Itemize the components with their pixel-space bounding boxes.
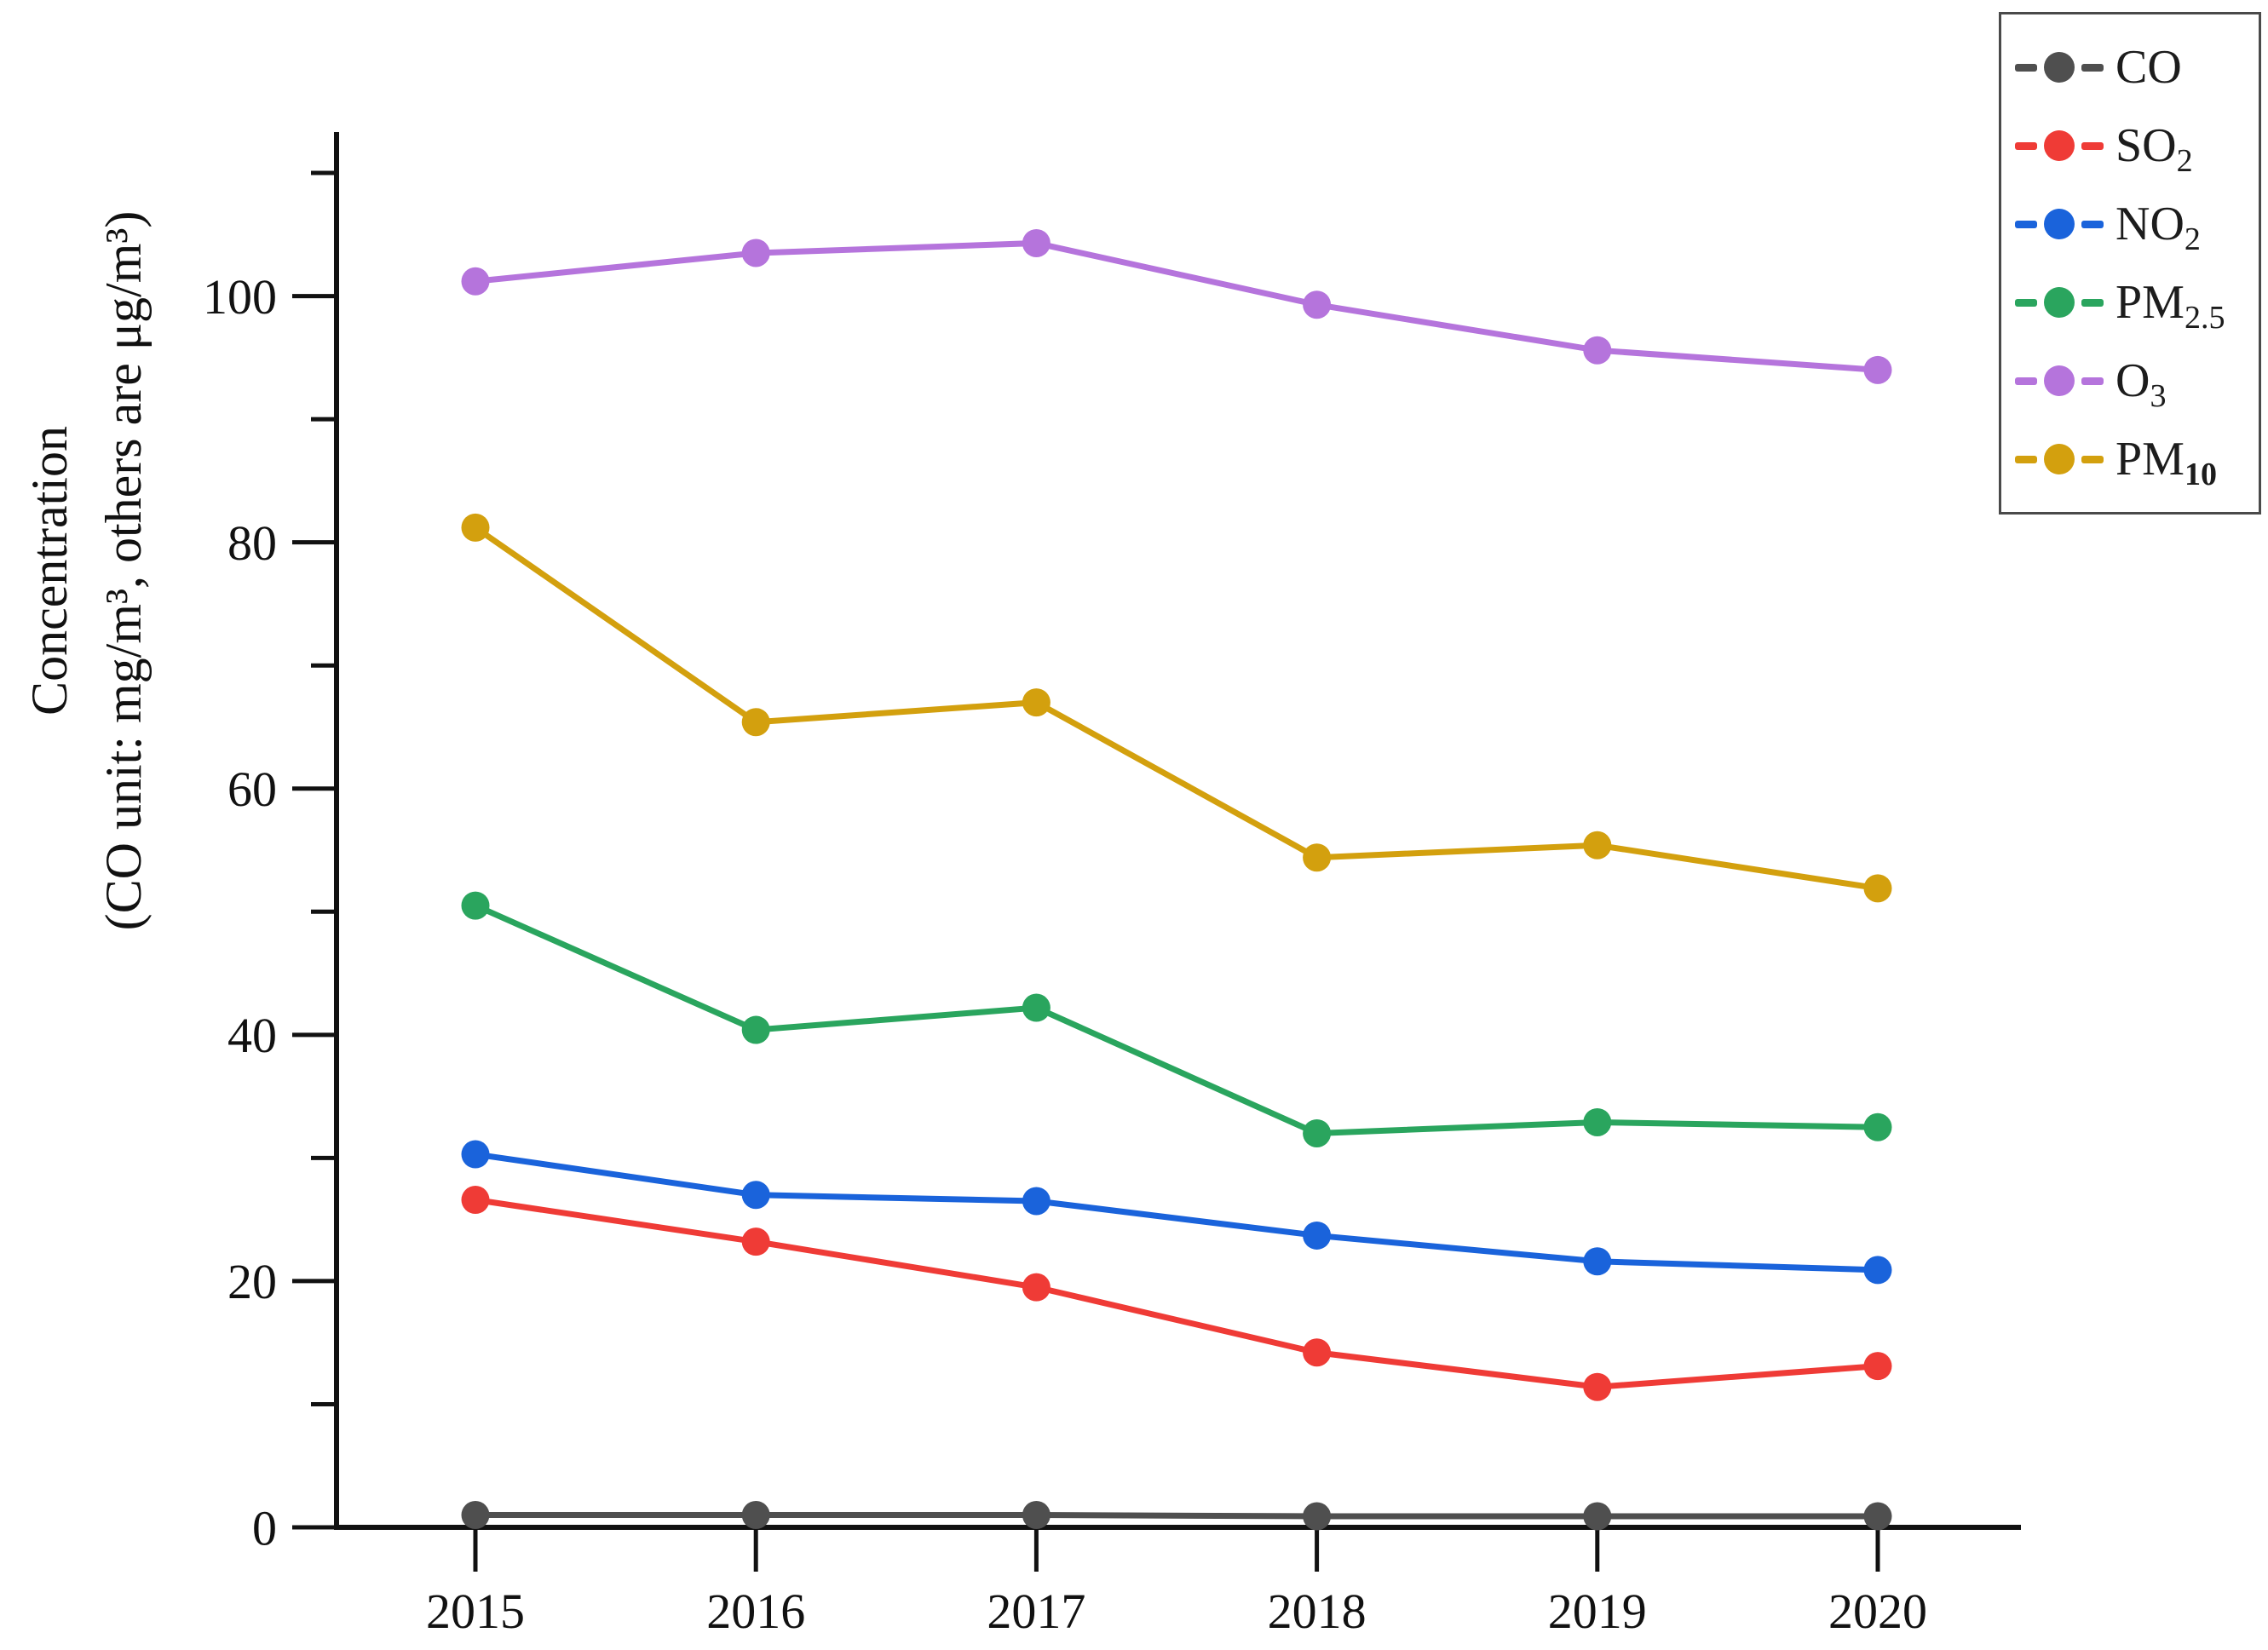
series-point-so2 bbox=[741, 1227, 770, 1256]
series-point-no2 bbox=[1022, 1187, 1051, 1216]
legend-item-so2: SO2 bbox=[2015, 106, 2254, 185]
legend-item-co: CO bbox=[2015, 28, 2254, 106]
y-tick-label: 0 bbox=[252, 1500, 277, 1555]
series-point-o3 bbox=[1583, 336, 1612, 365]
x-tick-label: 2019 bbox=[1548, 1584, 1647, 1639]
x-tick-label: 2015 bbox=[426, 1584, 525, 1639]
legend-label-no2: NO2 bbox=[2115, 198, 2201, 258]
series-point-o3 bbox=[741, 239, 770, 267]
legend-item-o3: O3 bbox=[2015, 342, 2254, 420]
series-line-o3 bbox=[472, 239, 1881, 373]
legend-label-pm2.5: PM2.5 bbox=[2115, 276, 2225, 336]
series-line-so2 bbox=[472, 1197, 1881, 1390]
series-line-no2 bbox=[472, 1151, 1881, 1273]
no2-legend-marker-icon bbox=[2015, 209, 2104, 239]
x-tick-label: 2017 bbox=[987, 1584, 1085, 1639]
y-axis-title-line1: Concentration bbox=[21, 426, 78, 716]
y-axis-title-line2: (CO unit: mg/m³, others are μg/m³) bbox=[95, 210, 152, 931]
series-point-so2 bbox=[1303, 1338, 1332, 1367]
series-point-o3 bbox=[461, 267, 490, 296]
x-tick-label: 2020 bbox=[1828, 1584, 1927, 1639]
series-point-o3 bbox=[1303, 290, 1332, 319]
co-legend-marker-icon bbox=[2015, 52, 2104, 83]
legend-label-so2: SO2 bbox=[2115, 119, 2193, 180]
legend-item-no2: NO2 bbox=[2015, 185, 2254, 263]
series-point-pm10 bbox=[1863, 874, 1892, 903]
series-point-co bbox=[741, 1501, 770, 1530]
legend: CO SO2 NO2 PM2.5 O3 PM10 bbox=[1999, 12, 2261, 515]
series-line-pm10 bbox=[472, 524, 1881, 892]
x-tick-label: 2016 bbox=[706, 1584, 805, 1639]
series-point-pm10 bbox=[1583, 831, 1612, 859]
series-point-pm2.5 bbox=[1583, 1107, 1612, 1136]
series-line-pm2.5 bbox=[472, 902, 1881, 1137]
x-tick-label: 2018 bbox=[1268, 1584, 1367, 1639]
o3-legend-marker-icon bbox=[2015, 365, 2104, 396]
series-point-pm2.5 bbox=[461, 891, 490, 920]
series-point-so2 bbox=[1863, 1352, 1892, 1381]
series-point-pm2.5 bbox=[1022, 993, 1051, 1022]
y-tick-label: 20 bbox=[227, 1254, 277, 1309]
series-point-co bbox=[1303, 1502, 1332, 1531]
series-point-so2 bbox=[1022, 1273, 1051, 1302]
legend-label-o3: O3 bbox=[2115, 354, 2167, 415]
series-point-no2 bbox=[1583, 1247, 1612, 1276]
series-point-co bbox=[1583, 1502, 1612, 1531]
y-tick-label: 60 bbox=[227, 762, 277, 817]
y-tick-label: 40 bbox=[227, 1008, 277, 1063]
series-point-o3 bbox=[1022, 228, 1051, 257]
pm2.5-legend-marker-icon bbox=[2015, 287, 2104, 318]
series-point-co bbox=[1863, 1502, 1892, 1531]
series-point-no2 bbox=[1303, 1221, 1332, 1250]
y-tick-label: 100 bbox=[203, 269, 277, 325]
series-point-pm10 bbox=[741, 708, 770, 737]
series-point-co bbox=[1022, 1501, 1051, 1530]
legend-label-co: CO bbox=[2115, 41, 2182, 94]
series-point-pm2.5 bbox=[1303, 1118, 1332, 1147]
series-point-pm10 bbox=[461, 513, 490, 542]
series-point-pm10 bbox=[1022, 688, 1051, 717]
series-point-pm2.5 bbox=[741, 1015, 770, 1044]
series-point-o3 bbox=[1863, 355, 1892, 384]
legend-item-pm2.5: PM2.5 bbox=[2015, 263, 2254, 342]
series-point-so2 bbox=[461, 1186, 490, 1215]
series-point-pm10 bbox=[1303, 843, 1332, 872]
series-point-no2 bbox=[461, 1140, 490, 1169]
series-line-co bbox=[472, 1512, 1881, 1520]
pm10-legend-marker-icon bbox=[2015, 444, 2104, 474]
series-point-no2 bbox=[741, 1181, 770, 1210]
series-point-pm2.5 bbox=[1863, 1112, 1892, 1141]
series-point-so2 bbox=[1583, 1372, 1612, 1401]
y-axis-title: Concentration (CO unit: mg/m³, others ar… bbox=[13, 0, 175, 1167]
legend-item-pm10: PM10 bbox=[2015, 420, 2254, 498]
legend-label-pm10: PM10 bbox=[2115, 433, 2218, 493]
so2-legend-marker-icon bbox=[2015, 130, 2104, 161]
y-tick-label: 80 bbox=[227, 515, 277, 571]
series-point-no2 bbox=[1863, 1256, 1892, 1285]
series-point-co bbox=[461, 1501, 490, 1530]
